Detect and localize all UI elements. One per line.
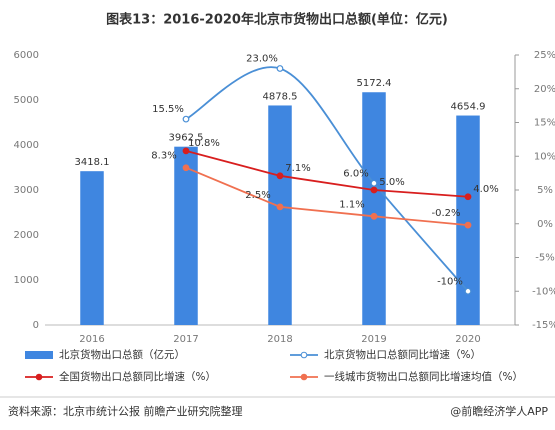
line-marker (370, 212, 378, 220)
line-marker (182, 164, 190, 172)
line-label: 2.5% (245, 190, 270, 201)
line-marker (464, 221, 472, 229)
x-tick-label: 2019 (361, 334, 386, 345)
legend-label: 北京货物出口总额（亿元） (59, 348, 185, 361)
bar-label: 3962.5 (169, 133, 204, 144)
y2-tick-label: 10% (534, 151, 555, 162)
y-tick-label: 3000 (14, 185, 39, 196)
line-label: -0.2% (431, 208, 460, 219)
line-label: 15.5% (152, 104, 184, 115)
legend-label: 一线城市货物出口总额同比增速均值（%） (324, 370, 523, 383)
line (185, 166, 469, 226)
legend-label: 全国货物出口总额同比增速（%） (59, 370, 216, 383)
line-marker (182, 115, 190, 123)
y-tick-label: 0 (33, 320, 39, 331)
bar (268, 105, 292, 325)
line-marker (464, 193, 472, 201)
bar-label: 4654.9 (451, 102, 486, 113)
line-label: 7.1% (285, 163, 310, 174)
bar-label: 3418.1 (75, 157, 110, 168)
y2-tick-label: 5% (537, 185, 553, 196)
y-tick-label: 2000 (14, 230, 39, 241)
line-label: 1.1% (339, 199, 364, 210)
line-label: 6.0% (343, 168, 368, 179)
y2-tick-label: 20% (534, 84, 555, 95)
y-tick-label: 6000 (14, 50, 39, 61)
bar-label: 5172.4 (357, 78, 392, 89)
legend-label: 北京货物出口总额同比增速（%） (324, 348, 481, 361)
legend-marker (300, 351, 308, 359)
line-label: 5.0% (379, 177, 404, 188)
bar (362, 92, 386, 325)
x-tick-label: 2018 (267, 334, 292, 345)
line-label: 23.0% (246, 54, 278, 65)
y2-tick-label: -15% (532, 320, 555, 331)
line-marker (182, 147, 190, 155)
line-label: 10.8% (188, 138, 220, 149)
y2-tick-label: 15% (534, 118, 555, 129)
credit: @前瞻经济学人APP (450, 404, 548, 418)
x-tick-label: 2020 (455, 334, 480, 345)
line-marker (370, 179, 378, 187)
bar-label: 4878.5 (263, 91, 298, 102)
x-tick-label: 2017 (173, 334, 198, 345)
x-tick-label: 2016 (79, 334, 104, 345)
bar (80, 171, 104, 325)
legend-swatch (25, 351, 53, 359)
legend-marker (300, 373, 308, 381)
y-tick-label: 1000 (14, 275, 39, 286)
y2-tick-label: 25% (534, 50, 555, 61)
legend-marker (35, 373, 43, 381)
line-marker (276, 172, 284, 180)
y2-tick-label: 0% (537, 219, 553, 230)
bar (456, 115, 480, 325)
line-label: -10% (437, 276, 463, 287)
chart-title: 图表13：2016-2020年北京市货物出口总额(单位：亿元) (106, 12, 448, 28)
line-marker (464, 287, 472, 295)
line-marker (276, 203, 284, 211)
source: 资料来源：北京市统计公报 前瞻产业研究院整理 (8, 404, 243, 418)
line-label: 8.3% (151, 151, 176, 162)
line-label: 4.0% (473, 184, 498, 195)
y2-tick-label: -5% (535, 253, 554, 264)
line (185, 66, 469, 292)
y-tick-label: 5000 (14, 95, 39, 106)
line (185, 149, 469, 198)
y2-tick-label: -10% (532, 286, 555, 297)
bar (174, 146, 198, 325)
line-marker (370, 186, 378, 194)
line-marker (276, 65, 284, 72)
y-tick-label: 4000 (14, 140, 39, 151)
